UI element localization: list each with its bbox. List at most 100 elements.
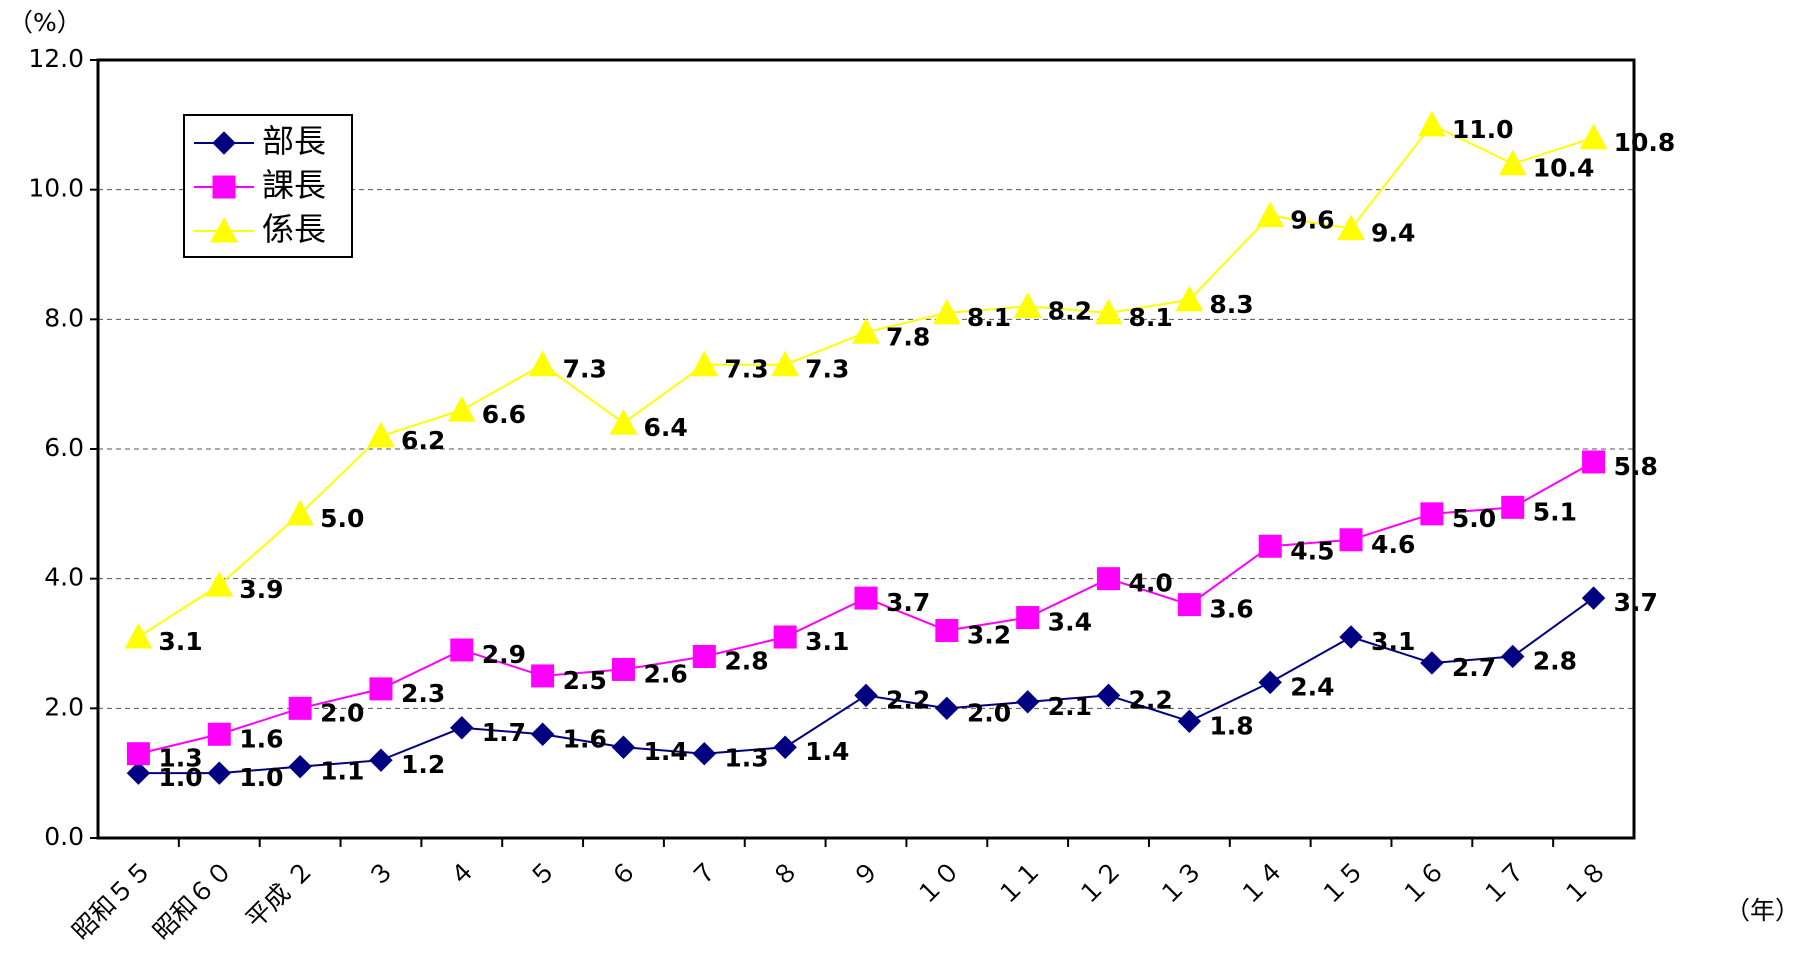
- marker: [450, 716, 474, 740]
- y-tick-label: 8.0: [44, 303, 84, 332]
- marker: [367, 421, 395, 448]
- data-label: 11.0: [1452, 115, 1514, 144]
- y-tick-label: 2.0: [44, 692, 84, 721]
- data-label: 2.0: [320, 698, 364, 727]
- data-label: 2.3: [401, 679, 445, 708]
- data-label: 4.0: [1129, 569, 1173, 598]
- data-label: 7.3: [805, 355, 849, 384]
- data-label: 3.7: [1614, 588, 1658, 617]
- data-label: 1.2: [401, 750, 445, 779]
- data-label: 10.4: [1533, 154, 1595, 183]
- data-label: 8.1: [967, 303, 1011, 332]
- data-label: 6.4: [643, 413, 687, 442]
- marker: [773, 625, 797, 649]
- data-label: 3.1: [1371, 627, 1415, 656]
- data-label: 1.7: [482, 718, 526, 747]
- series-line: [137, 123, 1594, 638]
- marker: [1339, 528, 1363, 552]
- data-label: 1.8: [1209, 711, 1253, 740]
- marker: [690, 350, 719, 377]
- marker: [126, 761, 151, 785]
- data-label: 2.2: [886, 685, 930, 714]
- marker: [692, 644, 716, 668]
- data-label: 3.1: [158, 627, 202, 656]
- marker: [1258, 534, 1282, 558]
- marker: [935, 696, 959, 721]
- data-label: 1.0: [158, 763, 202, 792]
- marker: [1016, 606, 1040, 630]
- x-tick-label: ８: [766, 855, 804, 893]
- data-label: 3.1: [805, 627, 849, 656]
- data-label: 2.2: [1129, 685, 1173, 714]
- marker: [773, 735, 797, 759]
- marker: [1498, 149, 1527, 176]
- data-label: 2.0: [967, 698, 1011, 727]
- marker: [286, 499, 314, 526]
- x-tick-label: １１: [991, 855, 1047, 911]
- marker: [530, 722, 555, 746]
- data-label: 9.6: [1290, 206, 1334, 235]
- marker: [1337, 214, 1365, 241]
- marker: [1094, 298, 1123, 325]
- data-label: 9.4: [1371, 219, 1415, 248]
- data-label: 3.2: [967, 621, 1011, 650]
- marker: [207, 722, 231, 746]
- x-tick-label: ３: [362, 855, 400, 893]
- marker: [1339, 625, 1363, 649]
- x-tick-label: 昭和６０: [147, 855, 238, 946]
- data-label: 6.6: [482, 400, 526, 429]
- marker: [854, 586, 878, 610]
- x-tick-label: １５: [1314, 855, 1370, 911]
- x-tick-label: ５: [524, 855, 562, 893]
- x-tick-label: １４: [1234, 855, 1290, 911]
- data-label: 1.0: [239, 763, 283, 792]
- x-tick-label: １０: [910, 855, 966, 911]
- data-label: 4.6: [1371, 530, 1415, 559]
- data-label: 2.1: [1048, 692, 1092, 721]
- marker: [1258, 670, 1282, 695]
- marker: [1256, 201, 1285, 228]
- x-tick-label: １７: [1476, 855, 1532, 911]
- marker: [1579, 123, 1608, 150]
- marker: [1501, 644, 1525, 669]
- marker: [1420, 502, 1444, 526]
- data-label: 7.3: [563, 355, 607, 384]
- marker: [1581, 586, 1606, 610]
- marker: [852, 318, 880, 344]
- x-tick-label: １６: [1395, 855, 1451, 911]
- x-tick-label: １３: [1153, 855, 1209, 911]
- data-label: 4.5: [1290, 536, 1334, 565]
- data-label: 5.0: [320, 504, 364, 533]
- x-tick-label: ７: [685, 855, 723, 893]
- marker: [1418, 110, 1446, 137]
- data-label: 2.7: [1452, 653, 1496, 682]
- data-label: 5.8: [1614, 452, 1658, 481]
- data-label: 1.3: [724, 744, 768, 773]
- marker: [1175, 285, 1204, 312]
- data-label: 2.8: [1533, 646, 1577, 675]
- data-label: 3.6: [1209, 595, 1253, 624]
- data-label: 8.3: [1209, 290, 1253, 319]
- marker: [1420, 651, 1444, 675]
- y-tick-label: 0.0: [44, 822, 84, 851]
- legend-label: 部長: [262, 122, 326, 160]
- data-label: 5.0: [1452, 504, 1496, 533]
- marker: [205, 571, 234, 597]
- data-label: 1.6: [239, 724, 283, 753]
- x-tick-label: １２: [1072, 855, 1128, 911]
- data-label: 1.3: [158, 744, 202, 773]
- data-label: 8.1: [1129, 303, 1173, 332]
- data-label: 2.4: [1290, 672, 1334, 701]
- marker: [212, 175, 236, 199]
- marker: [288, 754, 312, 779]
- y-tick-label: 6.0: [44, 433, 84, 462]
- marker: [528, 350, 557, 377]
- marker: [207, 761, 231, 785]
- y-unit: （%）: [8, 8, 82, 37]
- y-tick-label: 12.0: [28, 44, 84, 73]
- marker: [854, 683, 878, 708]
- x-unit: （年）: [1725, 896, 1800, 925]
- plot-frame: [96, 58, 1636, 840]
- data-label: 3.4: [1048, 608, 1092, 637]
